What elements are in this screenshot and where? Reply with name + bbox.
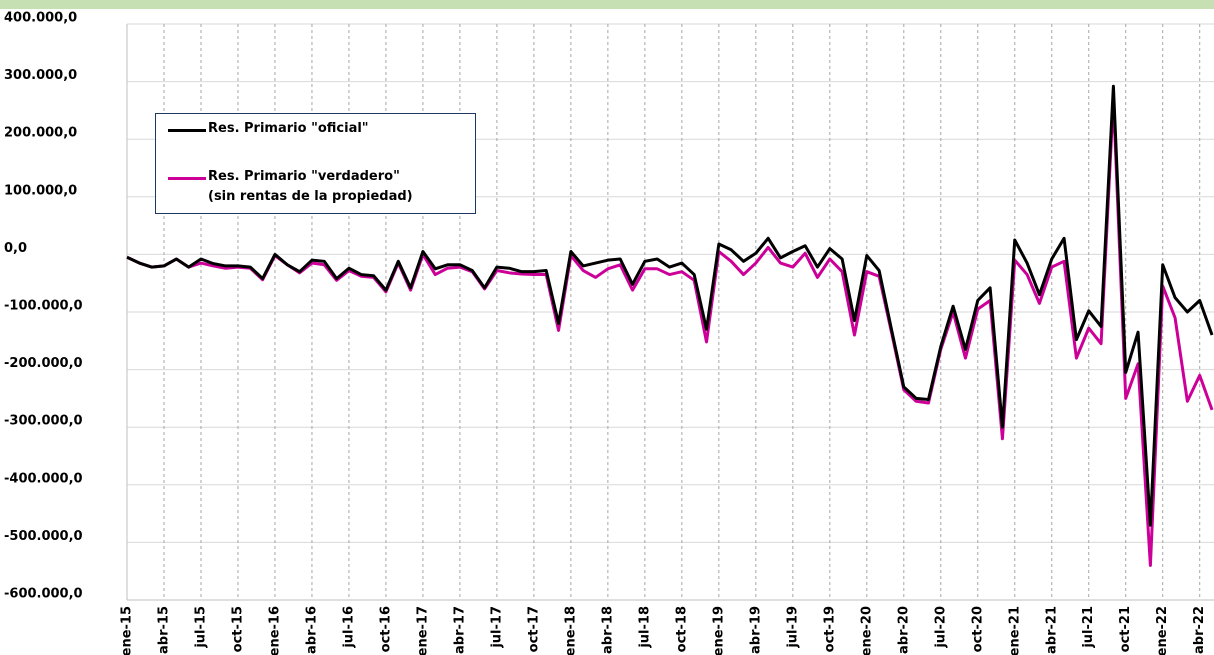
x-tick-label: jul-20 [933, 606, 948, 649]
x-tick-label: abr-21 [1044, 606, 1059, 654]
x-tick-label: oct-20 [970, 606, 985, 652]
x-tick-label: ene-20 [859, 606, 874, 655]
series-line [126, 97, 1214, 567]
x-tick-label: oct-15 [230, 606, 245, 652]
x-tick-label: abr-20 [896, 606, 911, 654]
legend: Res. Primario "oficial" Res. Primario "ve… [155, 113, 476, 214]
x-tick-label: oct-19 [822, 606, 837, 652]
legend-swatch [168, 129, 206, 132]
x-tick-label: abr-18 [600, 606, 615, 654]
y-tick-label: -300.000,0 [4, 414, 83, 429]
x-tick-label: abr-19 [748, 606, 763, 654]
y-tick-label: 200.000,0 [4, 126, 77, 141]
x-tick-label: ene-15 [120, 606, 135, 655]
x-tick-label: abr-15 [156, 606, 171, 654]
x-tick-label: oct-21 [1118, 606, 1133, 652]
series-line [126, 84, 1214, 527]
x-tick-label: oct-17 [526, 606, 541, 652]
x-tick-label: ene-18 [563, 606, 578, 655]
y-tick-label: -600.000,0 [4, 587, 83, 602]
x-tick-label: jul-15 [193, 606, 208, 649]
legend-swatch [168, 177, 206, 180]
legend-item: Res. Primario "verdadero" (sin rentas de… [168, 169, 413, 207]
legend-item: Res. Primario "oficial" [168, 121, 369, 139]
x-tick-label: ene-22 [1155, 606, 1170, 655]
legend-label: Res. Primario "oficial" [208, 121, 369, 136]
x-tick-label: jul-21 [1081, 606, 1096, 649]
y-tick-label: 300.000,0 [4, 68, 77, 83]
y-tick-label: -200.000,0 [4, 356, 83, 371]
legend-label: Res. Primario "verdadero" (sin rentas de… [208, 169, 413, 204]
x-tick-label: abr-17 [452, 606, 467, 654]
x-tick-label: oct-18 [674, 606, 689, 652]
header-strip [0, 0, 1214, 9]
x-tick-label: jul-19 [785, 606, 800, 649]
y-tick-label: 400.000,0 [4, 11, 77, 26]
x-tick-label: oct-16 [378, 606, 393, 652]
x-tick-label: abr-22 [1192, 606, 1207, 654]
x-tick-label: ene-17 [415, 606, 430, 655]
x-tick-label: ene-21 [1007, 606, 1022, 655]
y-tick-label: -100.000,0 [4, 299, 83, 314]
y-tick-label: -500.000,0 [4, 529, 83, 544]
x-tick-label: jul-16 [341, 606, 356, 649]
x-tick-label: abr-16 [304, 606, 319, 654]
x-tick-label: jul-17 [489, 606, 504, 649]
x-tick-label: jul-18 [637, 606, 652, 649]
x-tick-label: ene-19 [711, 606, 726, 655]
y-tick-label: 100.000,0 [4, 183, 77, 198]
y-tick-label: -400.000,0 [4, 471, 83, 486]
y-tick-label: 0,0 [4, 241, 27, 256]
x-tick-label: ene-16 [267, 606, 282, 655]
